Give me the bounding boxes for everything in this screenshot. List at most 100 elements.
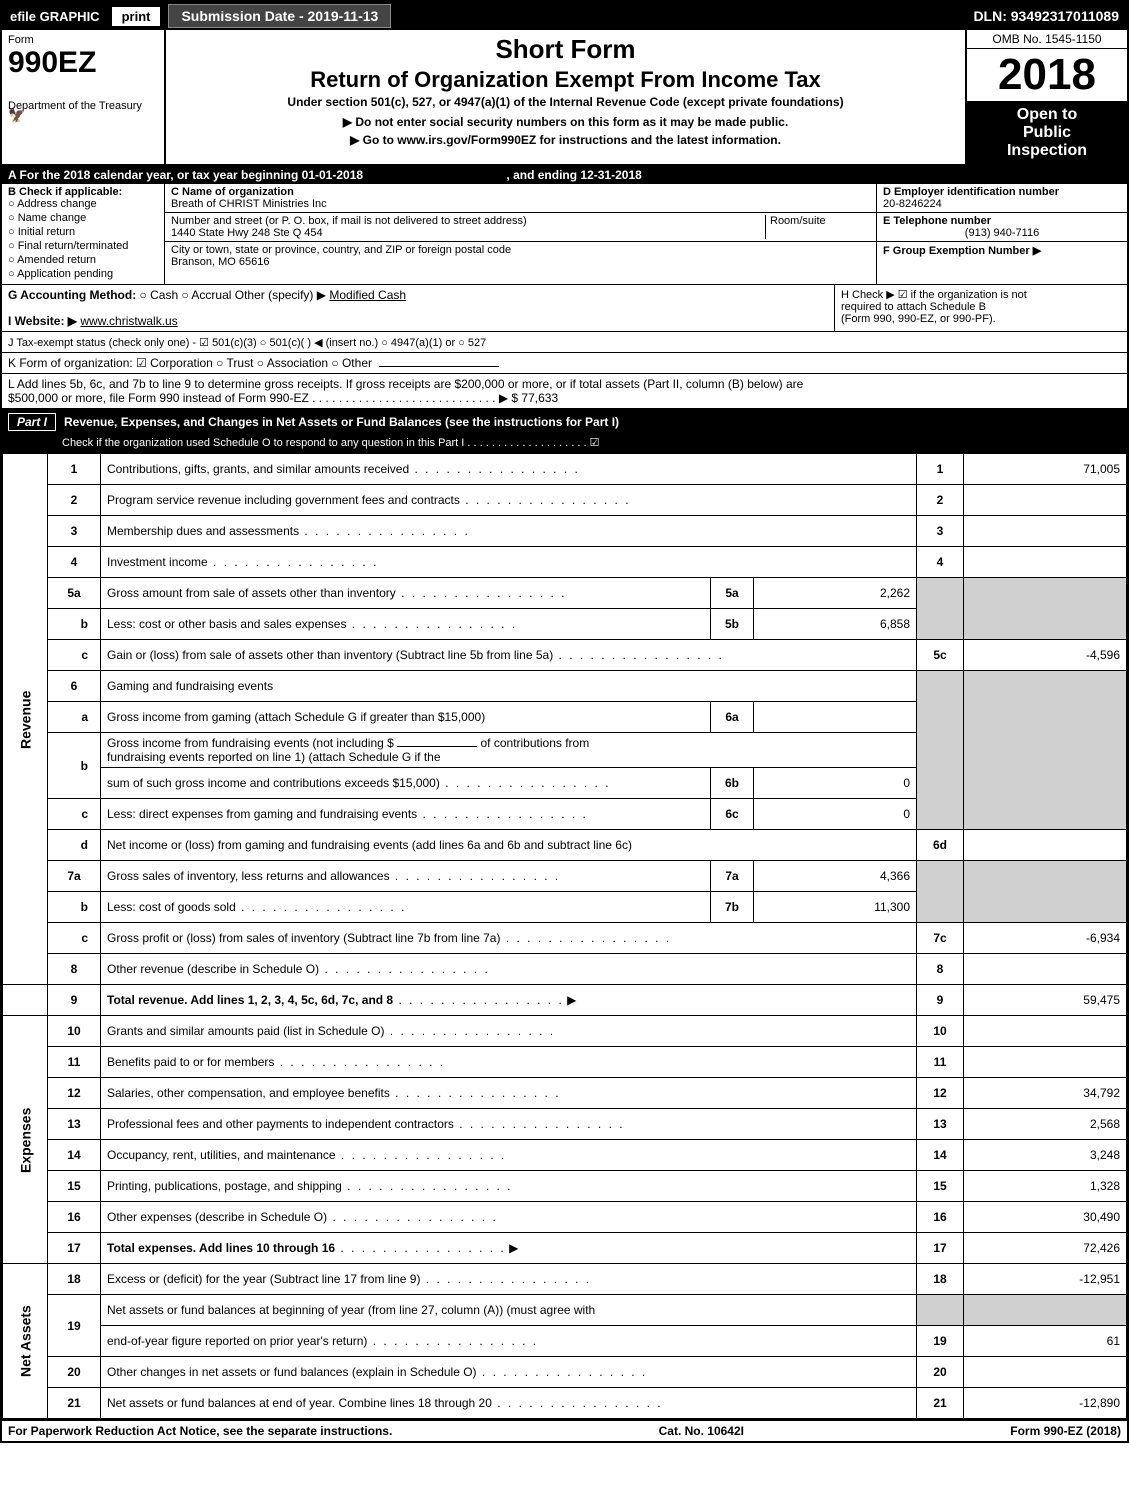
footer-mid: Cat. No. 10642I	[659, 1424, 744, 1438]
l10-num: 10	[48, 1016, 101, 1047]
l4-amount	[964, 547, 1127, 578]
l11-num: 11	[48, 1047, 101, 1078]
l16-amount: 30,490	[964, 1202, 1127, 1233]
l2-line: 2	[917, 485, 964, 516]
h-schedule-b: H Check ▶ ☑ if the organization is not r…	[835, 285, 1127, 331]
l14-line: 14	[917, 1140, 964, 1171]
l-text2: $500,000 or more, file Form 990 instead …	[8, 391, 1121, 405]
l12-num: 12	[48, 1078, 101, 1109]
l7b-num: b	[48, 892, 101, 923]
d-label: D Employer identification number	[883, 186, 1121, 198]
l9-desc-text: Total revenue. Add lines 1, 2, 3, 4, 5c,…	[107, 993, 393, 1007]
l21-desc: Net assets or fund balances at end of ye…	[101, 1388, 917, 1419]
l17-desc: Total expenses. Add lines 10 through 16 …	[101, 1233, 917, 1264]
phone-value: (913) 940-7116	[883, 227, 1121, 239]
l13-num: 13	[48, 1109, 101, 1140]
l12-desc: Salaries, other compensation, and employ…	[101, 1078, 917, 1109]
open-line3: Inspection	[971, 142, 1123, 160]
netassets-side-label: Net Assets	[3, 1264, 48, 1419]
l6-shade	[917, 671, 964, 830]
l11-desc: Benefits paid to or for members	[101, 1047, 917, 1078]
chk-initial-return[interactable]: Initial return	[8, 226, 158, 238]
l19-shade2	[964, 1295, 1127, 1326]
part1-label: Part I	[8, 413, 56, 431]
header-left: Form 990EZ 🦅 Department of the Treasury	[2, 30, 166, 164]
dln-label: DLN: 93492317011089	[973, 8, 1127, 24]
l5a-subval: 2,262	[754, 578, 917, 609]
c-label: C Name of organization	[171, 186, 870, 198]
l16-desc: Other expenses (describe in Schedule O)	[101, 1202, 917, 1233]
e-label: E Telephone number	[883, 215, 1121, 227]
address-box: Number and street (or P. O. box, if mail…	[165, 213, 876, 242]
entity-block: B Check if applicable: Address change Na…	[2, 184, 1127, 285]
no-ssn-note: ▶ Do not enter social security numbers o…	[170, 115, 961, 129]
chk-name-change[interactable]: Name change	[8, 212, 158, 224]
l18-num: 18	[48, 1264, 101, 1295]
l5c-num: c	[48, 640, 101, 671]
website-value[interactable]: www.christwalk.us	[80, 314, 177, 328]
l17-line: 17	[917, 1233, 964, 1264]
l5c-desc: Gain or (loss) from sale of assets other…	[101, 640, 917, 671]
l7b-sub: 7b	[711, 892, 754, 923]
l7-shade	[917, 861, 964, 923]
entity-right: D Employer identification number 20-8246…	[876, 184, 1127, 284]
j-tax-exempt: J Tax-exempt status (check only one) - ☑…	[2, 332, 1127, 353]
l6d-amount	[964, 830, 1127, 861]
l6-desc: Gaming and fundraising events	[101, 671, 917, 702]
l13-amount: 2,568	[964, 1109, 1127, 1140]
chk-application-pending[interactable]: Application pending	[8, 268, 158, 280]
chk-final-return[interactable]: Final return/terminated	[8, 240, 158, 252]
j-text: J Tax-exempt status (check only one) - ☑…	[8, 337, 486, 349]
form-number: 990EZ	[8, 46, 158, 80]
open-to-public: Open to Public Inspection	[967, 102, 1127, 164]
l8-num: 8	[48, 954, 101, 985]
print-button[interactable]: print	[112, 7, 161, 26]
phone-box: E Telephone number (913) 940-7116	[877, 213, 1127, 242]
b-title: B Check if applicable:	[8, 186, 158, 198]
chk-address-change[interactable]: Address change	[8, 198, 158, 210]
l5b-desc: Less: cost or other basis and sales expe…	[101, 609, 711, 640]
l19-desc1: Net assets or fund balances at beginning…	[101, 1295, 917, 1326]
l10-desc: Grants and similar amounts paid (list in…	[101, 1016, 917, 1047]
l8-desc: Other revenue (describe in Schedule O)	[101, 954, 917, 985]
l6b-subval: 0	[754, 768, 917, 799]
h-line2: required to attach Schedule B	[841, 301, 1121, 313]
l21-line: 21	[917, 1388, 964, 1419]
l19-amount: 61	[964, 1326, 1127, 1357]
l6b-blank	[397, 746, 477, 747]
l7a-subval: 4,366	[754, 861, 917, 892]
l5c-line: 5c	[917, 640, 964, 671]
open-line1: Open to	[971, 106, 1123, 124]
l18-line: 18	[917, 1264, 964, 1295]
l6b-desc3: fundraising events reported on line 1) (…	[107, 750, 441, 764]
l9-desc: Total revenue. Add lines 1, 2, 3, 4, 5c,…	[101, 985, 917, 1016]
l14-num: 14	[48, 1140, 101, 1171]
l10-line: 10	[917, 1016, 964, 1047]
l15-line: 15	[917, 1171, 964, 1202]
l9-line: 9	[917, 985, 964, 1016]
entity-mid: C Name of organization Breath of CHRIST …	[165, 184, 876, 284]
f-label: F Group Exemption Number ▶	[883, 244, 1121, 257]
chk-amended-return[interactable]: Amended return	[8, 254, 158, 266]
l6d-line: 6d	[917, 830, 964, 861]
l9-amount: 59,475	[964, 985, 1127, 1016]
l16-line: 16	[917, 1202, 964, 1233]
l15-desc: Printing, publications, postage, and shi…	[101, 1171, 917, 1202]
footer-left: For Paperwork Reduction Act Notice, see …	[8, 1424, 392, 1438]
l20-num: 20	[48, 1357, 101, 1388]
page-footer: For Paperwork Reduction Act Notice, see …	[2, 1419, 1127, 1441]
l5b-num: b	[48, 609, 101, 640]
l12-line: 12	[917, 1078, 964, 1109]
goto-link[interactable]: ▶ Go to www.irs.gov/Form990EZ for instru…	[170, 133, 961, 147]
l5b-subval: 6,858	[754, 609, 917, 640]
part1-sub: Check if the organization used Schedule …	[2, 434, 1127, 453]
city-box: City or town, state or province, country…	[165, 242, 876, 270]
l-text1: L Add lines 5b, 6c, and 7b to line 9 to …	[8, 377, 1121, 391]
g-label: G Accounting Method:	[8, 288, 136, 302]
l7c-desc: Gross profit or (loss) from sales of inv…	[101, 923, 917, 954]
period-end: , and ending 12-31-2018	[506, 168, 641, 182]
addr-value: 1440 State Hwy 248 Ste Q 454	[171, 227, 765, 239]
section-b-checkboxes: B Check if applicable: Address change Na…	[2, 184, 165, 284]
l1-desc: Contributions, gifts, grants, and simila…	[101, 454, 917, 485]
l7a-num: 7a	[48, 861, 101, 892]
